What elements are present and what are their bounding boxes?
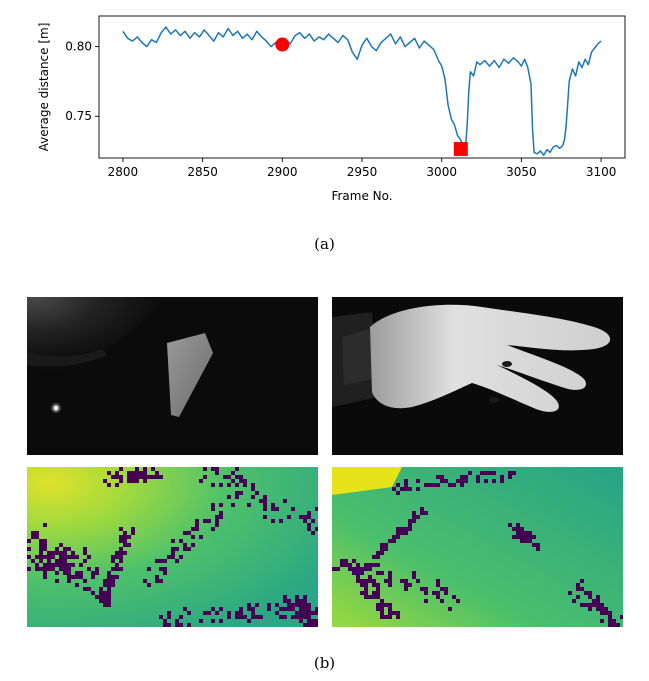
caption-b: (b) [313,654,336,672]
x-tick-label: 3050 [506,165,537,179]
depth-map-left [27,467,318,627]
x-tick-label: 2800 [108,165,139,179]
ir-image-left [27,297,318,455]
depth-map-right [332,467,623,627]
caption-a: (a) [314,235,335,253]
x-tick-label: 3000 [426,165,457,179]
y-axis-label: Average distance [m] [37,23,51,152]
x-tick-label: 2850 [187,165,218,179]
x-tick-label: 3100 [586,165,617,179]
ir-image-right [332,297,623,455]
y-tick-label: 0.75 [65,109,92,123]
line-chart: 2800 2850 2900 2950 3000 3050 3100 0.75 0.80 Fr… [37,15,626,203]
circle-marker [275,37,290,52]
x-axis-label: Frame No. [331,189,392,203]
plot-frame [98,15,626,159]
y-tick-label: 0.80 [65,40,92,54]
square-marker [453,141,468,156]
x-tick-label: 2950 [347,165,378,179]
series-line-0 [122,26,602,156]
x-tick-label: 2900 [267,165,298,179]
